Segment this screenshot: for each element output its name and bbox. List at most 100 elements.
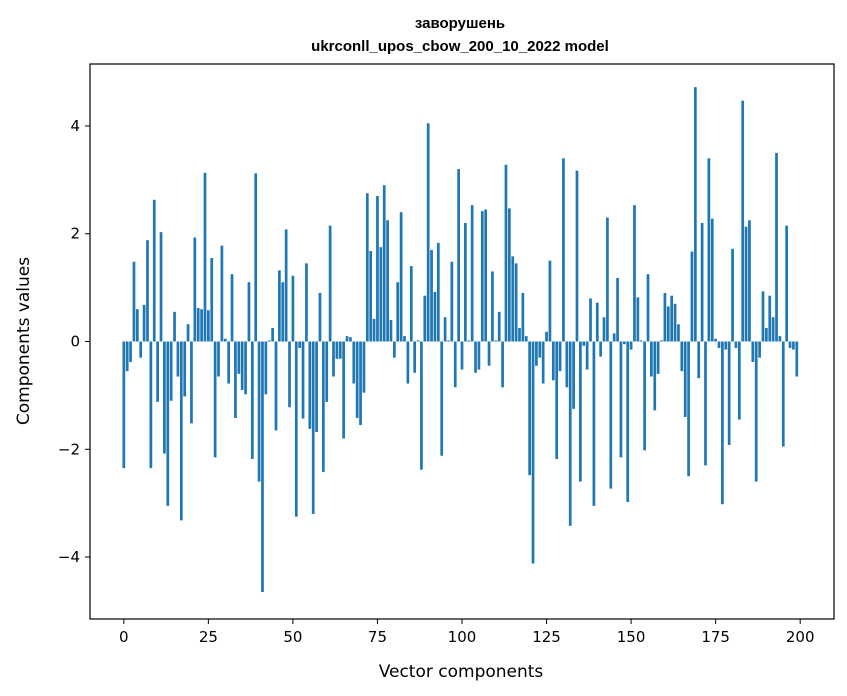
bar-143	[606, 217, 609, 342]
bar-75	[376, 196, 379, 342]
bar-13	[166, 341, 170, 506]
x-tick-label: 0	[119, 628, 129, 646]
bar-141	[599, 341, 603, 357]
bar-0	[122, 341, 126, 469]
bar-65	[342, 341, 345, 439]
bar-10	[156, 341, 159, 402]
bar-25	[207, 310, 210, 342]
bar-55	[308, 341, 312, 429]
y-tick-label: 0	[70, 333, 80, 351]
bar-156	[650, 341, 653, 377]
bar-5	[139, 341, 143, 358]
bar-44	[271, 328, 274, 342]
bar-42	[264, 341, 268, 395]
bar-149	[626, 341, 630, 503]
bar-95	[443, 317, 447, 342]
bar-51	[294, 341, 298, 517]
bar-113	[504, 164, 508, 342]
bar-163	[673, 303, 677, 342]
bar-195	[781, 341, 785, 447]
bar-108	[487, 341, 491, 366]
bars-group	[122, 87, 799, 593]
bar-165	[680, 341, 684, 372]
bar-28	[217, 341, 220, 377]
bar-189	[761, 291, 765, 342]
bar-77	[382, 185, 386, 342]
bar-135	[579, 341, 582, 482]
bar-132	[568, 341, 572, 526]
bar-192	[771, 317, 775, 342]
bar-88	[420, 341, 423, 470]
bar-117	[518, 328, 521, 342]
bar-153	[639, 340, 643, 342]
bar-146	[616, 277, 619, 342]
bar-154	[643, 341, 646, 451]
bar-32	[230, 274, 234, 342]
bar-21	[193, 237, 197, 342]
bar-164	[677, 324, 680, 342]
bar-198	[792, 341, 795, 350]
bar-58	[318, 293, 322, 342]
bar-69	[355, 341, 359, 419]
x-tick-label: 150	[617, 628, 646, 646]
bar-49	[288, 341, 291, 408]
bar-39	[254, 173, 258, 342]
x-tick-label: 125	[532, 628, 561, 646]
x-tick-label: 200	[786, 628, 815, 646]
bar-126	[548, 260, 552, 342]
bar-181	[734, 341, 738, 348]
bar-182	[737, 341, 741, 420]
bar-64	[338, 341, 342, 359]
bar-12	[163, 341, 166, 454]
bar-35	[240, 341, 244, 390]
bar-134	[575, 170, 579, 342]
bar-91	[430, 249, 433, 342]
bar-76	[379, 247, 383, 342]
bar-98	[453, 341, 457, 388]
bar-176	[717, 341, 721, 348]
bar-3	[132, 261, 136, 342]
bar-115	[511, 256, 515, 342]
bar-178	[724, 341, 728, 350]
bar-138	[589, 298, 592, 342]
y-tick-label: −4	[58, 548, 80, 566]
bar-145	[612, 333, 616, 342]
bar-118	[521, 293, 525, 342]
bar-33	[234, 341, 237, 419]
bar-40	[257, 341, 261, 482]
bar-71	[362, 341, 366, 393]
bar-142	[602, 317, 606, 342]
bar-173	[707, 158, 711, 342]
y-tick-label: 2	[70, 225, 80, 243]
bar-93	[436, 242, 440, 342]
bar-196	[785, 225, 789, 342]
bar-54	[305, 263, 308, 342]
bar-72	[365, 193, 369, 342]
x-tick-label: 100	[448, 628, 477, 646]
bar-188	[758, 341, 761, 358]
bar-150	[629, 341, 633, 350]
y-tick-label: −2	[58, 440, 80, 458]
bar-123	[538, 341, 542, 358]
bar-191	[768, 295, 772, 342]
bar-92	[433, 291, 437, 342]
bar-62	[332, 341, 335, 377]
bar-155	[646, 274, 650, 342]
y-axis-label: Components values	[14, 257, 34, 425]
bar-127	[551, 341, 555, 381]
bar-83	[403, 336, 406, 342]
bar-121	[531, 341, 535, 564]
bar-114	[507, 208, 511, 342]
bar-81	[396, 282, 400, 342]
bar-56	[311, 341, 315, 514]
bar-80	[393, 341, 396, 358]
bar-133	[572, 341, 575, 409]
bar-60	[325, 341, 329, 402]
y-axis-ticks: −4 −2 0 2 4	[58, 117, 90, 566]
bar-124	[541, 341, 545, 384]
bar-43	[267, 340, 271, 342]
bar-167	[687, 341, 690, 477]
bar-94	[440, 341, 444, 456]
bar-89	[423, 295, 427, 342]
